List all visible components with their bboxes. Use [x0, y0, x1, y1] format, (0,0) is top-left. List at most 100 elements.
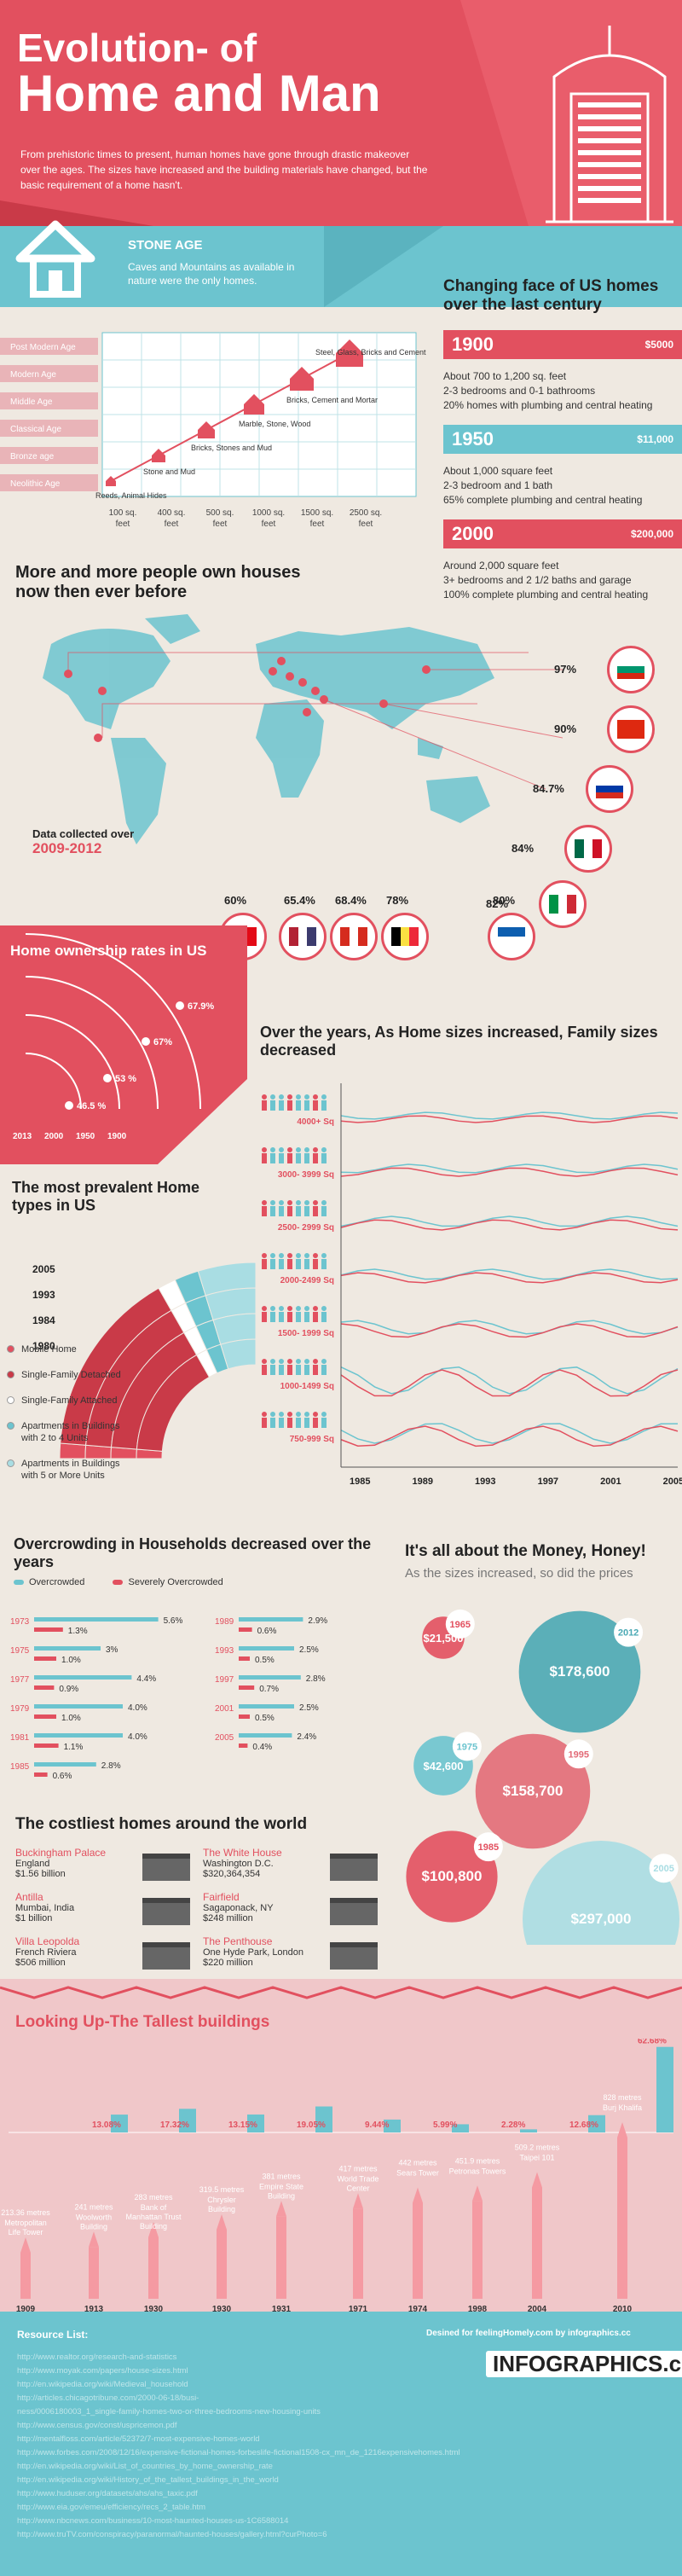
building-name: Taipei 101: [519, 2154, 554, 2162]
resource-link[interactable]: http://en.wikipedia.org/wiki/History_of_…: [17, 2475, 279, 2485]
crowd-bar-severe: [239, 1714, 250, 1719]
money-year: 1975: [457, 1742, 477, 1752]
crowd-value-over: 2.9%: [308, 1616, 327, 1626]
prevalent-legend-item: Single-Family Attached: [7, 1395, 126, 1407]
money-price: $42,600: [424, 1760, 464, 1772]
overcrowding-chart: 1973 5.6% 1.3% 1975 3% 1.0% 1977 4.4% 0.9% 1979 4.…: [10, 1616, 327, 1781]
overcrowding-title-text: Overcrowding in Households decreased ove…: [14, 1535, 372, 1570]
resource-link[interactable]: http://www.moyak.com/papers/house-sizes.…: [17, 2366, 188, 2376]
building-name: World Trade: [338, 2174, 379, 2183]
person-icon: [270, 1200, 275, 1205]
person-icon: [313, 1306, 318, 1311]
resource-link[interactable]: http://www.eia.gov/emeu/efficiency/recs_…: [17, 2503, 206, 2512]
costly-home: Antilla Mumbai, India $1 billion: [15, 1891, 199, 1932]
home-place: Mumbai, India: [15, 1903, 75, 1913]
resource-link[interactable]: http://en.wikipedia.org/wiki/Medieval_ho…: [17, 2380, 188, 2389]
home-price: $320,364,354: [203, 1869, 261, 1879]
country-pct: 84.7%: [533, 782, 564, 795]
person-icon: [296, 1094, 301, 1099]
age-label: Modern Age: [10, 370, 56, 380]
ownership-dot: [176, 1001, 184, 1010]
family-line-red: [340, 1425, 679, 1448]
building-name: Bank of: [141, 2203, 167, 2212]
flag-belgium-icon: [391, 927, 419, 946]
building-name: Building: [208, 2205, 235, 2213]
resource-link[interactable]: http://articles.chicagotribune.com/2000-…: [17, 2393, 199, 2403]
family-line-teal: [340, 1215, 679, 1227]
flag-stripe: [583, 839, 593, 858]
person-icon-body: [262, 1418, 267, 1428]
person-icon: [262, 1253, 267, 1258]
age-label-bg: [0, 338, 98, 355]
building-height: 451.9 metres: [455, 2156, 500, 2165]
resource-link[interactable]: ness/0006180003_1_single-family-homes-tw…: [17, 2407, 321, 2416]
crowd-year: 2001: [215, 1704, 234, 1714]
ownership-arc: [25, 976, 159, 1110]
country-badge: [607, 646, 655, 693]
person-icon: [287, 1147, 292, 1152]
age-label: Post Modern Age: [10, 343, 76, 352]
legend-label: Apartments in Buildings with 5 or More U…: [21, 1459, 120, 1481]
person-icon-body: [287, 1365, 292, 1375]
home-name: Villa Leopolda: [15, 1935, 80, 1947]
resource-link[interactable]: http://www.census.gov/const/uspricemon.p…: [17, 2421, 177, 2430]
building-icon: [142, 1942, 190, 1970]
crowd-value-over: 2.5%: [299, 1703, 319, 1713]
costly-home: Fairfield Sagaponack, NY $248 million: [203, 1891, 386, 1932]
building-spire: [89, 2231, 99, 2248]
resource-link[interactable]: http://www.forbes.com/2008/12/16/expensi…: [17, 2448, 460, 2457]
age-label-bg: [0, 365, 98, 382]
prevalent-year: 1984: [32, 1314, 55, 1326]
building-year: 1971: [349, 2305, 368, 2312]
us-homes-section: Changing face of US homes over the last …: [443, 277, 682, 614]
money-year-badge: [473, 1832, 503, 1862]
country-badge: [279, 913, 327, 960]
building-name: Building: [140, 2222, 167, 2231]
person-icon: [321, 1359, 327, 1364]
resource-link[interactable]: http://www.nbcnews.com/business/10-most-…: [17, 2516, 289, 2526]
country-badge: [539, 880, 587, 928]
building-year: 1909: [16, 2305, 36, 2312]
flag-stripe: [307, 927, 317, 946]
crowd-bar-severe: [34, 1743, 59, 1748]
country-pct: 82%: [486, 897, 509, 910]
designed-by: Desined for feelingHomely.com by infogra…: [426, 2329, 631, 2338]
country-pct: 60%: [224, 894, 247, 907]
resource-link[interactable]: http://www.huduser.org/datasets/ahs/ahs_…: [17, 2489, 198, 2498]
crowd-value-over: 2.5%: [299, 1645, 319, 1655]
tallest-growth-bar: [656, 2046, 673, 2132]
legend-overcrowded: Overcrowded: [29, 1577, 85, 1588]
money-year-badge: [649, 1854, 679, 1883]
costly-home: The Penthouse One Hyde Park, London $220 m…: [203, 1935, 386, 1976]
ownership-title: Home ownership rates in US: [10, 943, 207, 959]
prevalent-title-text: The most prevalent Home types in US: [12, 1179, 200, 1214]
person-icon-body: [287, 1153, 292, 1163]
era-price: $5000: [644, 338, 673, 351]
era-detail-line: 2-3 bedroom and 1 bath: [443, 479, 553, 491]
family-row-label: 1000-1499 Sq: [280, 1382, 334, 1391]
money-year-badge: [614, 1617, 644, 1647]
era-details: About 700 to 1,200 sq. feet 2-3 bedrooms …: [443, 369, 682, 413]
person-icon: [279, 1094, 284, 1099]
infographics-logo: INFOGRAPHICS.cc: [486, 2351, 682, 2377]
era-details: Around 2,000 square feet 3+ bedrooms and …: [443, 559, 682, 602]
building-spire: [353, 2193, 363, 2209]
age-house-marker: [106, 476, 116, 486]
age-material-label: Steel, Glass, Bricks and Cement: [315, 348, 426, 357]
resource-link[interactable]: http://www.realtor.org/research-and-stat…: [17, 2353, 177, 2362]
home-name: Buckingham Palace: [15, 1847, 107, 1859]
tallest-zigzag: [0, 1986, 682, 1999]
person-icon-body: [321, 1100, 327, 1111]
resource-link[interactable]: http://en.wikipedia.org/wiki/List_of_cou…: [17, 2462, 273, 2471]
resource-link[interactable]: http://mentalfloss.com/article/52372/7-m…: [17, 2434, 260, 2444]
person-icon-body: [270, 1312, 275, 1322]
country-pct: 80%: [493, 894, 516, 907]
person-icon: [313, 1253, 318, 1258]
resource-link[interactable]: http://www.truTV.com/conspiracy/paranorm…: [17, 2530, 327, 2539]
family-line-red: [340, 1323, 679, 1338]
money-year: 1965: [450, 1620, 471, 1630]
legend-dot: [7, 1396, 14, 1404]
costliest-title: The costliest homes around the world: [15, 1815, 390, 1834]
collected-label: Data collected over: [32, 827, 135, 840]
intro-text: From prehistoric times to present, human…: [20, 148, 428, 191]
